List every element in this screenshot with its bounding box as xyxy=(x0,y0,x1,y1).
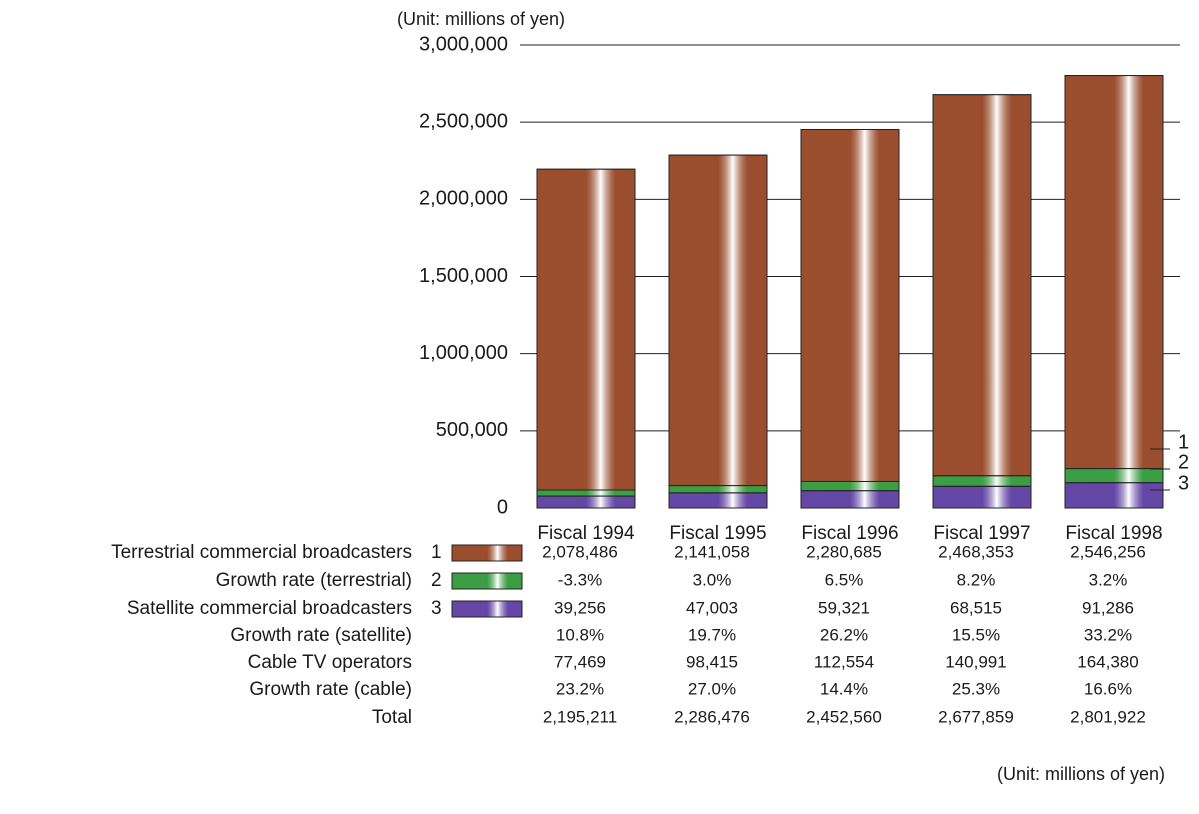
y-tick-label: 2,000,000 xyxy=(419,188,508,210)
table-cell: 77,469 xyxy=(554,652,606,671)
legend-swatch-shade xyxy=(451,572,523,590)
x-tick-label: Fiscal 1996 xyxy=(801,523,898,544)
table-cell: -3.3% xyxy=(558,570,602,589)
legend-marker: 3 xyxy=(431,598,442,619)
row-label: Total xyxy=(372,707,412,728)
table-cell: 3.0% xyxy=(693,570,732,589)
bar-shade xyxy=(536,495,636,509)
x-tick-label: Fiscal 1995 xyxy=(669,523,766,544)
y-tick-label: 1,500,000 xyxy=(419,265,508,287)
table-cell: 2,468,353 xyxy=(938,542,1014,561)
table-cell: 23.2% xyxy=(556,679,604,698)
y-tick-label: 3,000,000 xyxy=(419,33,508,55)
y-tick-label: 500,000 xyxy=(436,419,508,441)
bar-shade xyxy=(1064,75,1164,470)
table-cell: 16.6% xyxy=(1084,679,1132,698)
table-cell: 2,286,476 xyxy=(674,707,750,726)
table-cell: 6.5% xyxy=(825,570,864,589)
bar-shade xyxy=(536,489,636,497)
table-cell: 2,280,685 xyxy=(806,542,882,561)
bar-shade xyxy=(668,154,768,487)
row-label: Cable TV operators xyxy=(248,652,412,673)
callout-marker: 2 xyxy=(1178,451,1189,473)
bar-shade xyxy=(1064,482,1164,509)
table-cell: 2,677,859 xyxy=(938,707,1014,726)
row-label: Growth rate (cable) xyxy=(249,679,412,700)
table-cell: 2,801,922 xyxy=(1070,707,1146,726)
y-tick-label: 0 xyxy=(497,496,508,518)
table-cell: 2,078,486 xyxy=(542,542,618,561)
bar-shade xyxy=(1064,468,1164,484)
table-cell: 27.0% xyxy=(688,679,736,698)
table-cell: 3.2% xyxy=(1089,570,1128,589)
table-cell: 19.7% xyxy=(688,625,736,644)
legend-marker: 1 xyxy=(431,542,442,563)
table-cell: 2,141,058 xyxy=(674,542,750,561)
table-cell: 2,452,560 xyxy=(806,707,882,726)
table-cell: 15.5% xyxy=(952,625,1000,644)
y-axis-unit: (Unit: millions of yen) xyxy=(397,9,565,29)
bar-shade xyxy=(668,492,768,509)
bar-shade xyxy=(800,128,900,482)
bar-shade xyxy=(932,475,1032,487)
x-tick-label: Fiscal 1998 xyxy=(1065,523,1162,544)
legend-swatch-shade xyxy=(451,544,523,562)
table-cell: 8.2% xyxy=(957,570,996,589)
table-cell: 14.4% xyxy=(820,679,868,698)
table-cell: 164,380 xyxy=(1077,652,1138,671)
legend-swatch-shade xyxy=(451,600,523,618)
bar-shade xyxy=(800,480,900,492)
table-unit: (Unit: millions of yen) xyxy=(997,764,1165,784)
table-cell: 2,546,256 xyxy=(1070,542,1146,561)
table-cell: 26.2% xyxy=(820,625,868,644)
bar-shade xyxy=(932,485,1032,509)
row-label: Terrestrial commercial broadcasters xyxy=(111,542,412,563)
x-tick-label: Fiscal 1997 xyxy=(933,523,1030,544)
x-tick-label: Fiscal 1994 xyxy=(537,523,635,544)
table-cell: 25.3% xyxy=(952,679,1000,698)
table-cell: 39,256 xyxy=(554,598,606,617)
table-cell: 112,554 xyxy=(814,652,874,671)
table-cell: 10.8% xyxy=(556,625,604,644)
bar-shade xyxy=(932,94,1032,477)
y-tick-label: 1,000,000 xyxy=(419,342,508,364)
y-tick-label: 2,500,000 xyxy=(419,110,508,132)
table-cell: 98,415 xyxy=(686,652,738,671)
table-cell: 47,003 xyxy=(686,598,738,617)
callout-marker: 3 xyxy=(1178,472,1189,494)
table-cell: 33.2% xyxy=(1084,625,1132,644)
table-cell: 68,515 xyxy=(950,598,1002,617)
row-label: Growth rate (satellite) xyxy=(230,625,412,646)
table-cell: 2,195,211 xyxy=(543,707,617,726)
bar-shade xyxy=(800,490,900,509)
table-cell: 140,991 xyxy=(945,652,1006,671)
row-label: Satellite commercial broadcasters xyxy=(127,598,412,619)
bar-shade xyxy=(668,485,768,494)
legend-marker: 2 xyxy=(431,570,442,591)
table-cell: 91,286 xyxy=(1082,598,1134,617)
table-cell: 59,321 xyxy=(818,598,870,617)
bar-shade xyxy=(536,168,636,491)
row-label: Growth rate (terrestrial) xyxy=(216,570,412,591)
callout-marker: 1 xyxy=(1178,431,1189,453)
